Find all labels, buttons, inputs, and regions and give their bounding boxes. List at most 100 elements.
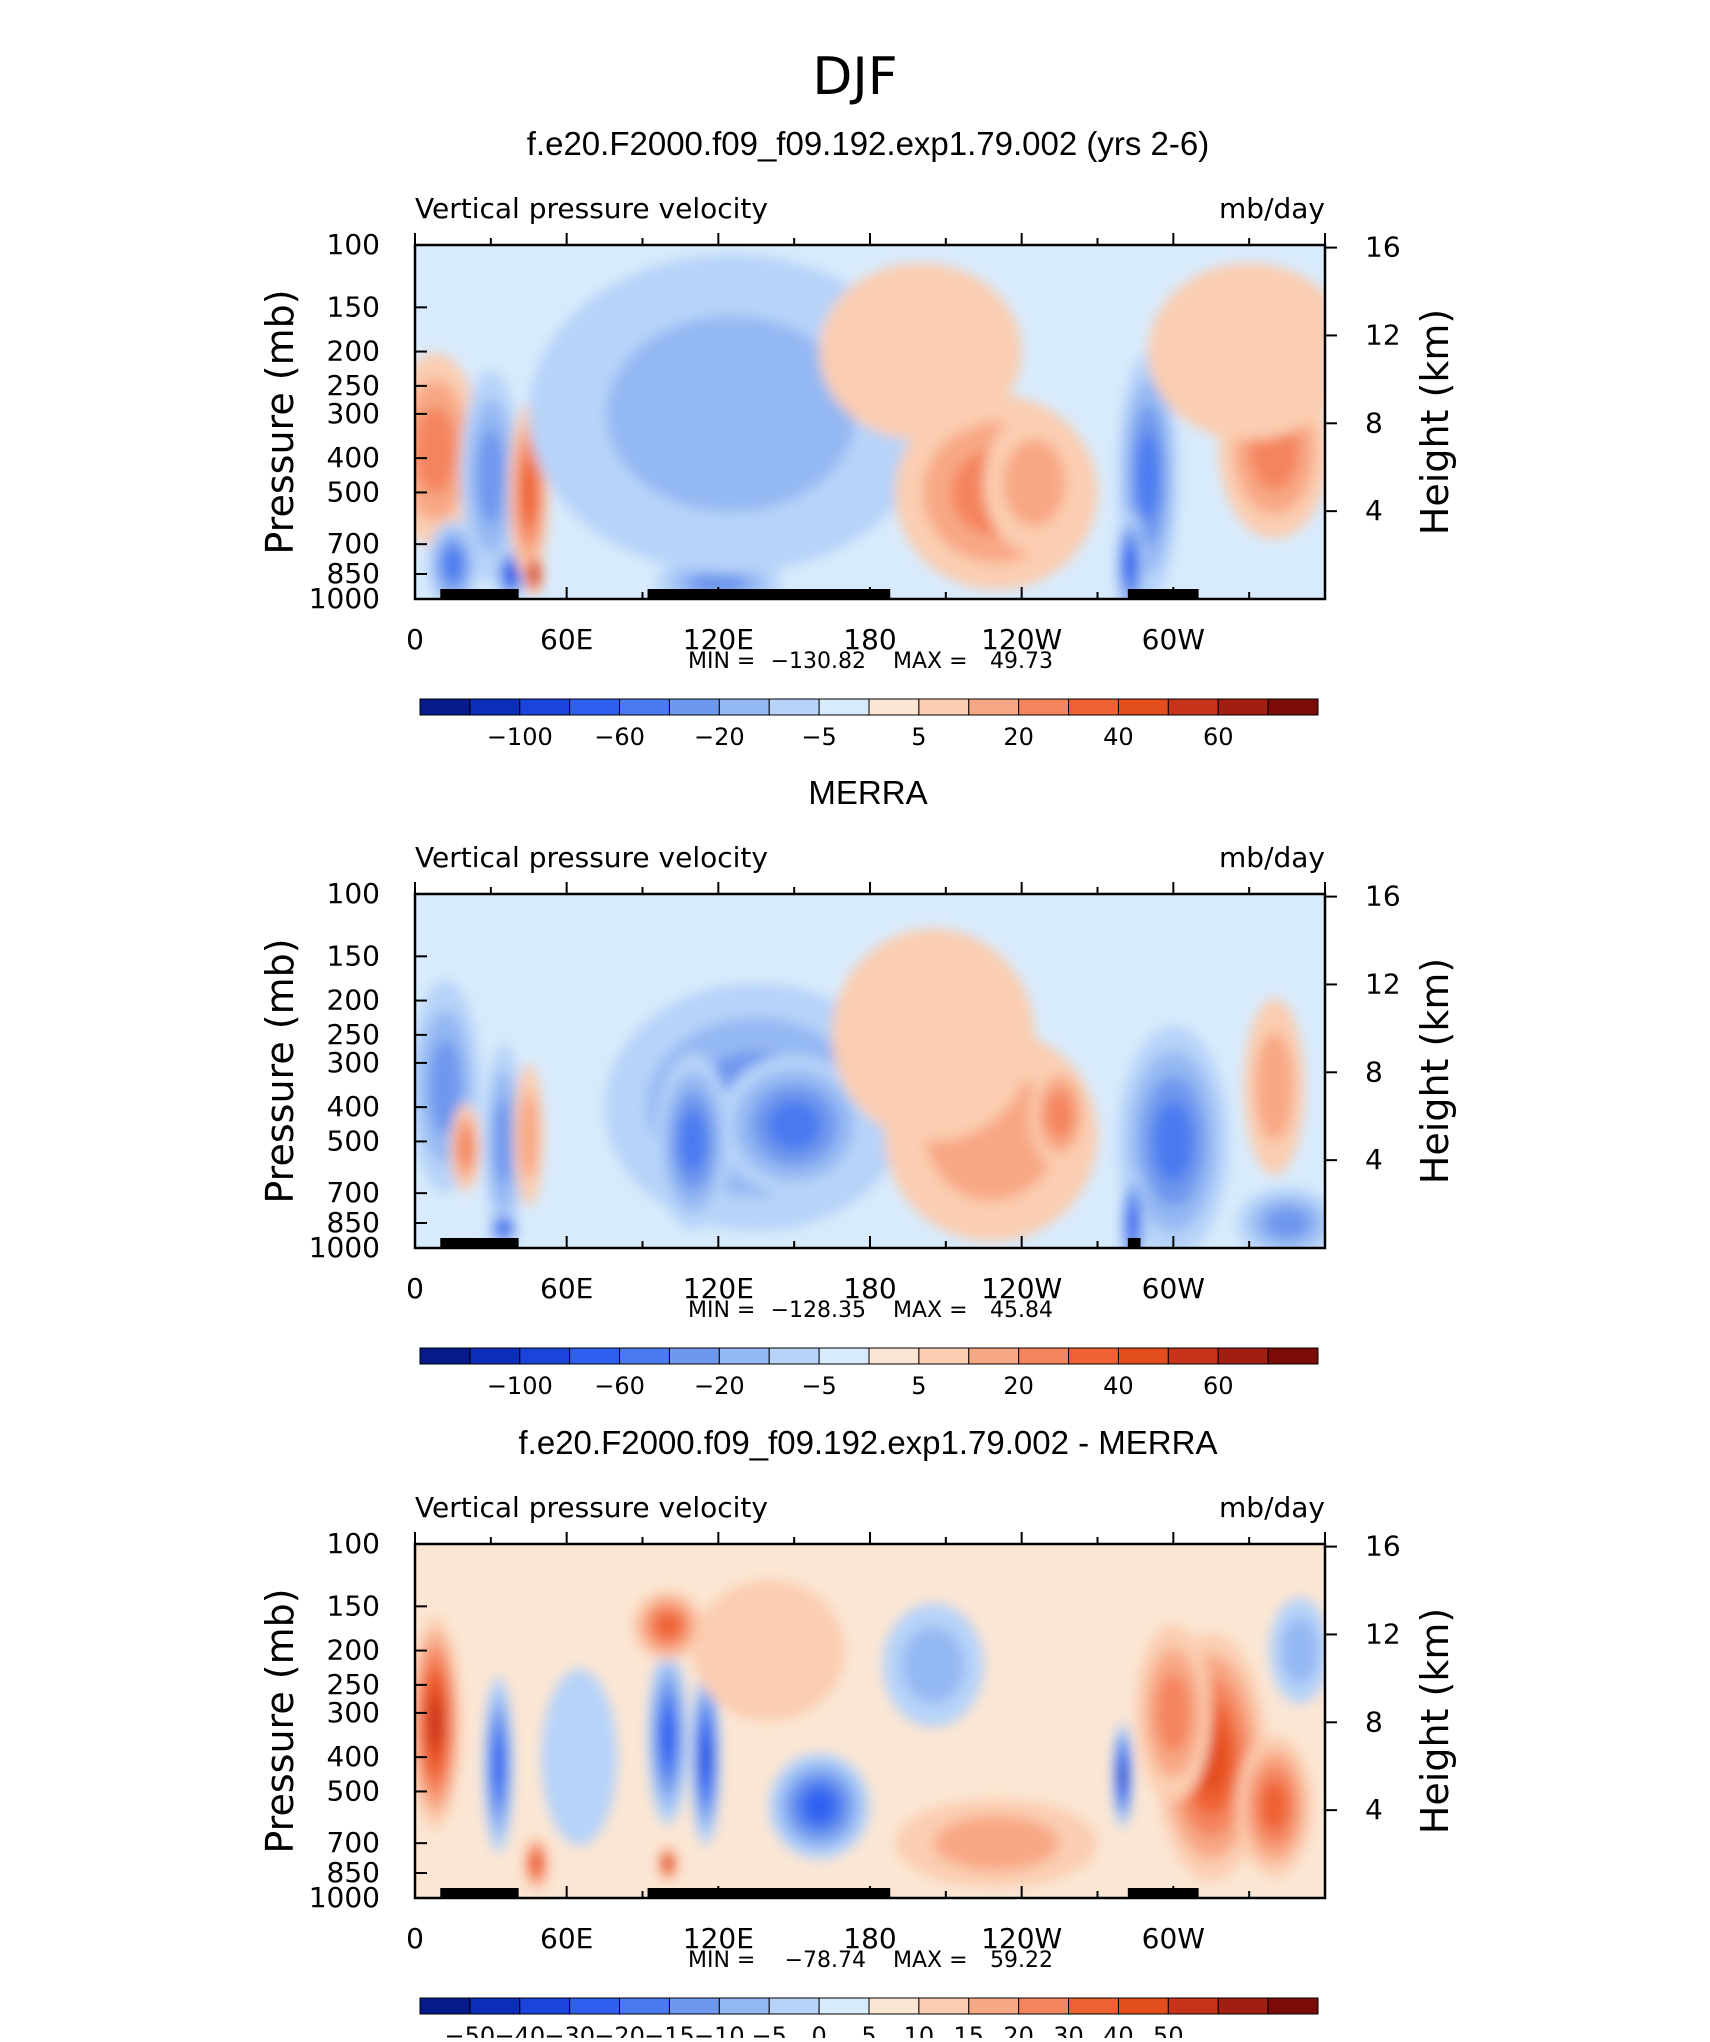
y-tick-label: 300 bbox=[327, 1696, 380, 1729]
x-tick-label: 0 bbox=[406, 1272, 424, 1305]
contour-blob bbox=[902, 1627, 965, 1704]
contour-blob bbox=[541, 1668, 618, 1846]
colorbar-box bbox=[1217, 1347, 1269, 1365]
y-tick-label: 400 bbox=[327, 1090, 380, 1123]
colorbar-label: 0 bbox=[811, 2022, 826, 2038]
colorbar-label: 40 bbox=[1103, 2022, 1134, 2038]
contour-blob bbox=[662, 1711, 674, 1762]
colorbar-label: −60 bbox=[594, 1372, 645, 1400]
colorbar-label: −20 bbox=[694, 723, 745, 751]
contour-blobs bbox=[415, 254, 1325, 599]
x-tick-label: 120W bbox=[981, 1272, 1062, 1305]
colorbar-label: 40 bbox=[1103, 723, 1134, 751]
colorbar-box bbox=[968, 1997, 1020, 2015]
colorbar-label: −5 bbox=[801, 1372, 836, 1400]
max-value: 59.22 bbox=[990, 1948, 1053, 1973]
colorbar-label: −50 bbox=[445, 2022, 496, 2038]
colorbar-box bbox=[768, 1997, 820, 2015]
colorbar-box bbox=[469, 1347, 521, 1365]
panel-title: MERRA bbox=[808, 774, 927, 811]
colorbar-box bbox=[1117, 1997, 1169, 2015]
topography-bar bbox=[647, 1888, 891, 1898]
y-tick-label: 300 bbox=[327, 397, 380, 430]
y-tick-label: 250 bbox=[327, 1018, 380, 1051]
x-tick-label: 60W bbox=[1142, 1922, 1205, 1955]
x-tick-label: 180 bbox=[843, 1922, 896, 1955]
colorbar-label: 60 bbox=[1203, 723, 1234, 751]
y2-axis-title: Height (km) bbox=[1413, 1608, 1457, 1834]
y-axis-title: Pressure (mb) bbox=[258, 938, 302, 1203]
colorbar-label: −30 bbox=[544, 2022, 595, 2038]
y-tick-label: 200 bbox=[327, 984, 380, 1017]
y-tick-label: 700 bbox=[327, 1826, 380, 1859]
contour-blob bbox=[494, 1098, 513, 1185]
colorbar-box bbox=[1018, 698, 1070, 716]
colorbar-label: −15 bbox=[644, 2022, 695, 2038]
contour-blob bbox=[429, 1039, 462, 1134]
contour-blob bbox=[1261, 1781, 1288, 1831]
contour-blob bbox=[693, 1579, 845, 1722]
y-tick-label: 150 bbox=[327, 1589, 380, 1622]
x-tick-label: 0 bbox=[406, 1922, 424, 1955]
colorbar-box bbox=[718, 1997, 770, 2015]
colorbar-box bbox=[1217, 1997, 1269, 2015]
contour-blob bbox=[702, 1735, 710, 1779]
y-tick-label: 200 bbox=[327, 335, 380, 368]
colorbar-box bbox=[918, 698, 970, 716]
contour-blob bbox=[507, 567, 515, 581]
y-tick-label: 250 bbox=[327, 1668, 380, 1701]
topography-bar bbox=[1127, 589, 1199, 599]
colorbar-label: 30 bbox=[1053, 2022, 1084, 2038]
colorbar-label: 5 bbox=[911, 1372, 926, 1400]
left-string: Vertical pressure velocity bbox=[415, 192, 768, 225]
contour-blob bbox=[1153, 1101, 1193, 1182]
y2-axis-title: Height (km) bbox=[1413, 309, 1457, 535]
y-tick-label: 700 bbox=[327, 527, 380, 560]
colorbar-box bbox=[1167, 698, 1219, 716]
contour-field bbox=[415, 245, 1325, 599]
colorbar-label: −100 bbox=[487, 1372, 553, 1400]
topography-bar bbox=[1127, 1888, 1199, 1898]
y-tick-label: 1000 bbox=[309, 582, 380, 615]
colorbar-box bbox=[1117, 1347, 1169, 1365]
contour-blob bbox=[805, 1790, 834, 1822]
y-tick-label: 250 bbox=[327, 369, 380, 402]
min-label: MIN = bbox=[688, 1298, 755, 1323]
colorbar-label: 5 bbox=[911, 723, 926, 751]
colorbar-box bbox=[619, 698, 670, 716]
contour-blob bbox=[532, 1856, 540, 1872]
y-tick-label: 1000 bbox=[309, 1231, 380, 1264]
units-label: mb/day bbox=[1219, 192, 1325, 225]
colorbar-box bbox=[918, 1997, 970, 2015]
y-tick-label: 100 bbox=[327, 877, 380, 910]
colorbar-box bbox=[668, 1997, 720, 2015]
colorbar-box bbox=[668, 698, 720, 716]
colorbar-box bbox=[419, 698, 471, 716]
x-tick-label: 180 bbox=[843, 1272, 896, 1305]
colorbar-box bbox=[718, 1347, 770, 1365]
y2-tick-label: 12 bbox=[1365, 1617, 1401, 1650]
y2-tick-label: 16 bbox=[1365, 880, 1401, 913]
min-label: MIN = bbox=[688, 1948, 755, 1973]
colorbar-box bbox=[968, 1347, 1020, 1365]
contour-blob bbox=[1126, 549, 1135, 580]
colorbar-label: 40 bbox=[1103, 1372, 1134, 1400]
y-tick-label: 500 bbox=[327, 1124, 380, 1157]
x-tick-label: 180 bbox=[843, 623, 896, 656]
colorbar-box bbox=[1068, 698, 1119, 716]
colorbar-box bbox=[619, 1347, 670, 1365]
y2-tick-label: 8 bbox=[1365, 1705, 1383, 1738]
y-axis-title: Pressure (mb) bbox=[258, 1588, 302, 1853]
x-tick-label: 120W bbox=[981, 1922, 1062, 1955]
x-tick-label: 0 bbox=[406, 623, 424, 656]
colorbar-box bbox=[1018, 1347, 1070, 1365]
y2-tick-label: 16 bbox=[1365, 1530, 1401, 1563]
chart-panel-3: f.e20.F2000.f09_f09.192.exp1.79.002 - ME… bbox=[258, 1424, 1457, 2042]
contour-blob bbox=[934, 1815, 1059, 1871]
left-string: Vertical pressure velocity bbox=[415, 1491, 768, 1524]
min-label: MIN = bbox=[688, 649, 755, 674]
contour-blob bbox=[429, 1697, 442, 1749]
max-label: MAX = bbox=[893, 649, 968, 674]
colorbar-box bbox=[1018, 1997, 1070, 2015]
